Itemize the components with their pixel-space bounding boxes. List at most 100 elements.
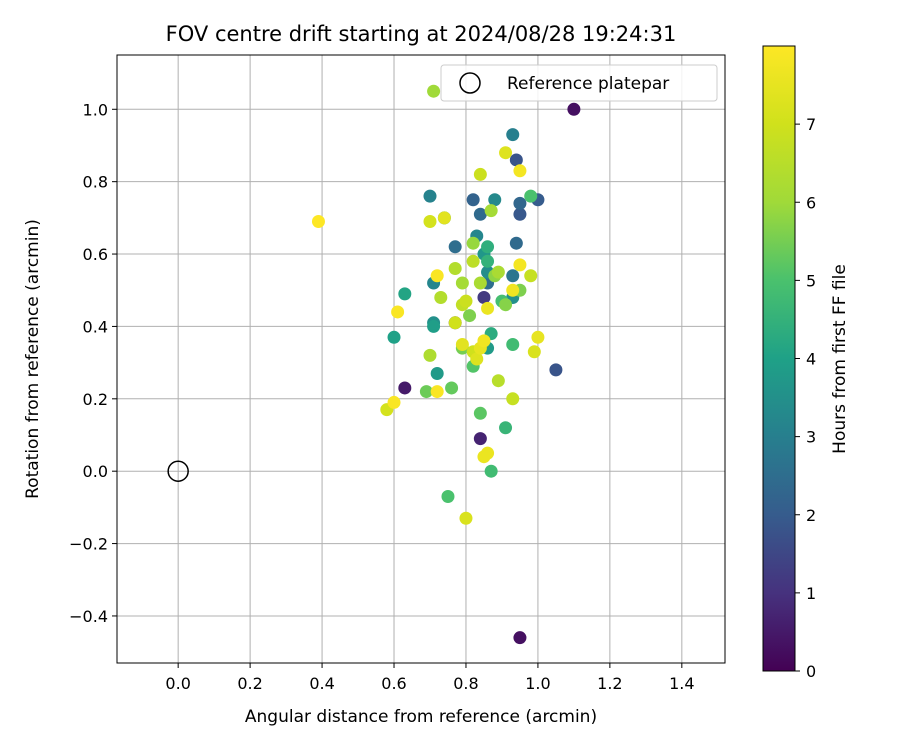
data-point (491, 374, 505, 388)
data-point (567, 102, 581, 116)
data-point (527, 345, 541, 359)
y-tick-label: 1.0 (83, 100, 108, 119)
data-point (506, 269, 520, 283)
data-point (473, 276, 487, 290)
data-point (488, 193, 502, 207)
data-point (448, 262, 462, 276)
data-point (484, 464, 498, 478)
data-point (434, 290, 448, 304)
colorbar-label: Hours from first FF file (830, 264, 850, 454)
data-point (466, 193, 480, 207)
data-point (513, 164, 527, 178)
data-point (473, 167, 487, 181)
data-point (481, 301, 495, 315)
data-point (430, 269, 444, 283)
data-point (448, 240, 462, 254)
x-tick-label: 1.4 (669, 674, 694, 693)
data-point (506, 392, 520, 406)
x-tick-label: 0.6 (381, 674, 406, 693)
data-point (509, 236, 523, 250)
grid-lines (117, 55, 725, 663)
data-point (466, 254, 480, 268)
data-point (481, 254, 495, 268)
x-tick-label: 0.8 (453, 674, 478, 693)
data-point (549, 363, 563, 377)
colorbar-tick-label: 3 (806, 428, 816, 447)
y-tick-label: −0.2 (69, 535, 108, 554)
data-point (430, 385, 444, 399)
data-point (499, 421, 513, 435)
data-point (427, 84, 441, 98)
y-tick-label: 0.8 (83, 173, 108, 192)
legend-label: Reference platepar (507, 74, 669, 94)
y-tick-label: 0.6 (83, 245, 108, 264)
legend-marker-icon (459, 72, 481, 94)
data-point (459, 511, 473, 525)
data-point (430, 366, 444, 380)
x-tick-label: 1.2 (597, 674, 622, 693)
data-point (499, 146, 513, 160)
plot-area (117, 55, 725, 663)
data-point (391, 305, 405, 319)
data-point (473, 207, 487, 221)
y-tick-label: 0.2 (83, 390, 108, 409)
x-tick-label: 1.0 (525, 674, 550, 693)
data-point (473, 406, 487, 420)
colorbar-gradient (763, 46, 795, 671)
data-point (437, 211, 451, 225)
data-point (387, 395, 401, 409)
data-point (524, 189, 538, 203)
colorbar: 0 1 2 3 4 5 6 7 Hours from first FF file (762, 45, 850, 681)
data-point (466, 236, 480, 250)
colorbar-tick-label: 6 (806, 193, 816, 212)
data-point (470, 352, 484, 366)
data-point (477, 290, 491, 304)
data-point (513, 258, 527, 272)
y-axis-label: Rotation from reference (arcmin) (23, 219, 43, 499)
data-point (419, 385, 433, 399)
data-point (506, 338, 520, 352)
colorbar-tick-label: 1 (806, 584, 816, 603)
plot-frame (116, 54, 726, 664)
data-point (455, 338, 469, 352)
data-point (481, 240, 495, 254)
data-point (441, 490, 455, 504)
colorbar-tick-label: 0 (806, 662, 816, 681)
data-point (531, 330, 545, 344)
data-point (423, 189, 437, 203)
data-point (499, 298, 513, 312)
data-point (513, 196, 527, 210)
x-tick-label: 0.4 (309, 674, 334, 693)
data-point (506, 128, 520, 142)
y-axis-ticks: −0.4 −0.2 0.0 0.2 0.4 0.6 0.8 1.0 (69, 100, 117, 626)
data-point (459, 294, 473, 308)
data-point (481, 446, 495, 460)
x-tick-label: 0.2 (237, 674, 262, 693)
data-point (477, 334, 491, 348)
x-tick-label: 0.0 (165, 674, 190, 693)
colorbar-tick-label: 7 (806, 115, 816, 134)
data-points (311, 84, 581, 645)
data-point (473, 432, 487, 446)
data-point (398, 381, 412, 395)
y-tick-label: 0.0 (83, 462, 108, 481)
data-point (513, 207, 527, 221)
colorbar-tick-label: 5 (806, 271, 816, 290)
reference-platepar-marker (167, 460, 189, 482)
data-point (524, 269, 538, 283)
data-point (491, 265, 505, 279)
data-point (423, 348, 437, 362)
data-point (423, 214, 437, 228)
data-point (387, 330, 401, 344)
data-point (513, 631, 527, 645)
data-point (445, 381, 459, 395)
chart-title: FOV centre drift starting at 2024/08/28 … (166, 22, 677, 46)
colorbar-tick-label: 2 (806, 506, 816, 525)
legend: Reference platepar (440, 64, 718, 102)
data-point (506, 283, 520, 297)
data-point (311, 214, 325, 228)
data-point (463, 309, 477, 323)
data-point (448, 316, 462, 330)
data-point (509, 153, 523, 167)
